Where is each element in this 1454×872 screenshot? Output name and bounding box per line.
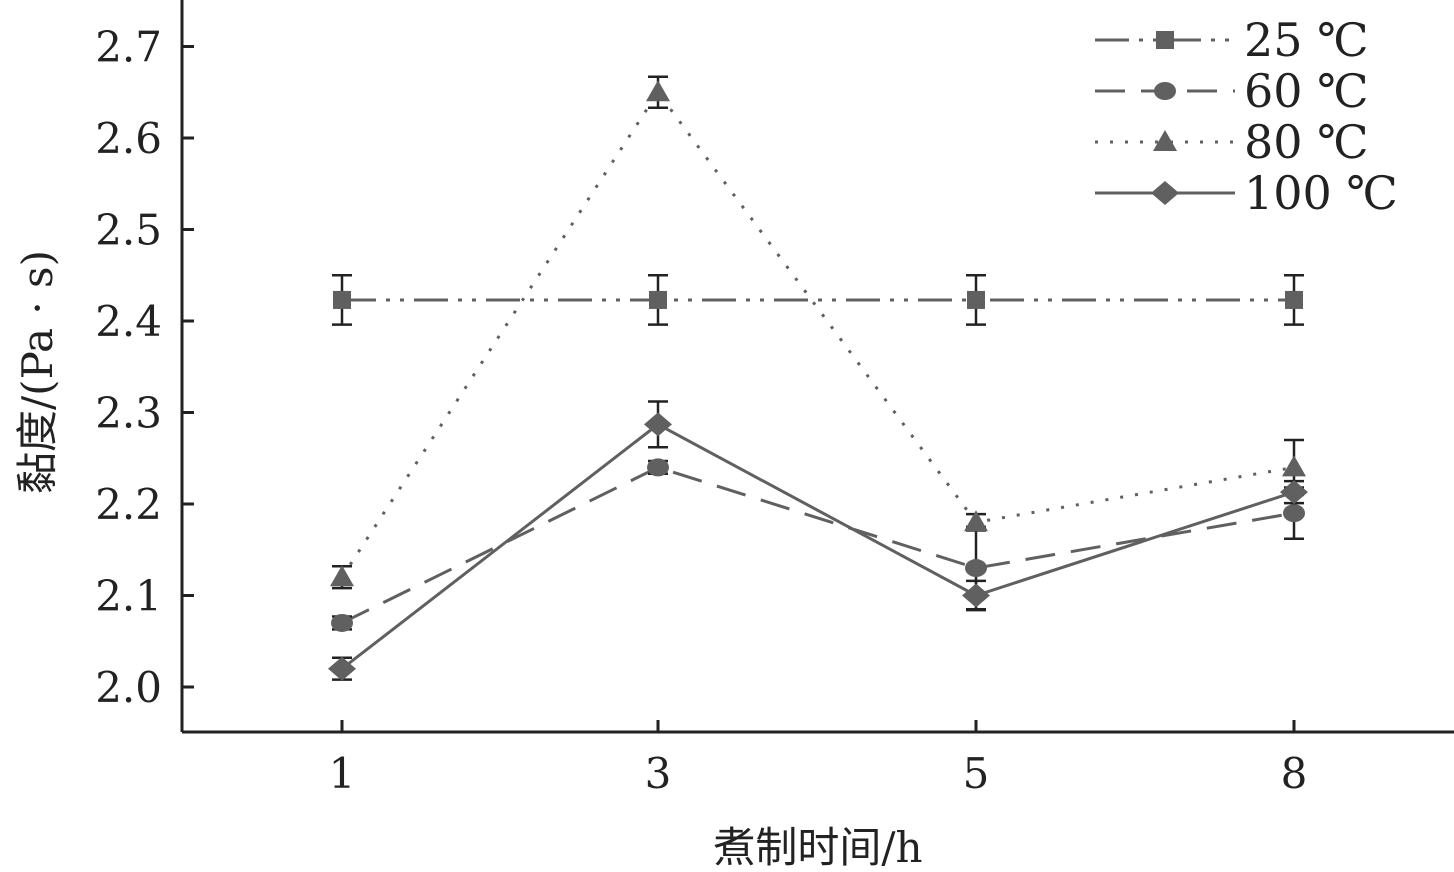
legend-label: 60 ℃ bbox=[1244, 64, 1369, 118]
series-square bbox=[332, 274, 1304, 326]
series-triangle bbox=[330, 75, 1306, 590]
legend-item: 80 ℃ bbox=[1095, 115, 1369, 169]
axes bbox=[180, 0, 1454, 734]
data-point bbox=[1283, 504, 1305, 523]
y-tick-label: 2.4 bbox=[95, 297, 162, 346]
data-point bbox=[646, 80, 670, 102]
data-point bbox=[1285, 290, 1303, 309]
y-tick-label: 2.3 bbox=[95, 389, 162, 438]
x-tick-label: 5 bbox=[963, 749, 990, 798]
data-point bbox=[649, 290, 667, 309]
legend-marker bbox=[1154, 82, 1176, 100]
data-point bbox=[330, 565, 354, 587]
data-point bbox=[1282, 455, 1306, 477]
series-layer bbox=[328, 75, 1308, 681]
series-circle bbox=[331, 458, 1305, 632]
data-point bbox=[964, 510, 988, 532]
legend-label: 80 ℃ bbox=[1244, 115, 1369, 169]
legend-label: 100 ℃ bbox=[1244, 166, 1398, 220]
data-point bbox=[328, 656, 356, 681]
data-point bbox=[967, 290, 985, 309]
y-tick-label: 2.5 bbox=[95, 206, 162, 255]
x-axis-title: 煮制时间/h bbox=[713, 823, 922, 872]
data-point bbox=[965, 559, 987, 578]
series-line bbox=[341, 465, 1295, 625]
data-point bbox=[647, 458, 669, 477]
y-tick-label: 2.0 bbox=[95, 663, 162, 712]
legend-marker bbox=[1151, 181, 1179, 205]
series-line bbox=[340, 89, 1295, 579]
legend-item: 100 ℃ bbox=[1095, 166, 1398, 220]
x-ticks: 1 3 5 8 bbox=[329, 720, 1308, 798]
legend-marker bbox=[1156, 31, 1174, 49]
data-point bbox=[1280, 480, 1308, 505]
x-tick-label: 1 bbox=[329, 749, 356, 798]
x-tick-label: 3 bbox=[645, 749, 672, 798]
data-point bbox=[644, 412, 672, 437]
x-tick-label: 8 bbox=[1281, 749, 1308, 798]
y-tick-label: 2.6 bbox=[95, 114, 162, 163]
legend-item: 25 ℃ bbox=[1095, 13, 1369, 67]
data-point bbox=[962, 583, 990, 608]
legend-label: 25 ℃ bbox=[1244, 13, 1369, 67]
series-diamond bbox=[328, 400, 1308, 681]
y-axis-title: 黏度/(Pa · s) bbox=[13, 250, 62, 494]
legend-item: 60 ℃ bbox=[1095, 64, 1369, 118]
y-tick-label: 2.2 bbox=[95, 480, 162, 529]
y-tick-label: 2.7 bbox=[95, 23, 162, 72]
data-point bbox=[333, 290, 351, 309]
data-point bbox=[331, 613, 353, 632]
y-tick-label: 2.1 bbox=[95, 572, 162, 621]
legend-marker bbox=[1153, 130, 1177, 151]
y-ticks: 2.0 2.1 2.2 2.3 2.4 2.5 2.6 2.7 bbox=[95, 23, 194, 712]
series-line bbox=[341, 422, 1295, 670]
